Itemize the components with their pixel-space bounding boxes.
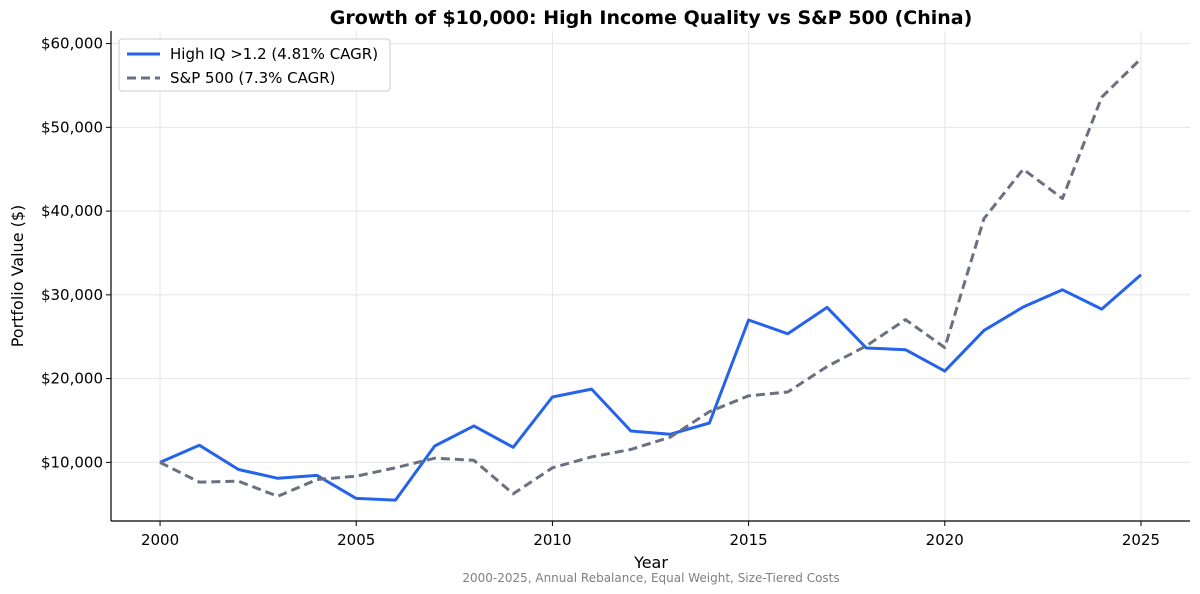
series-group	[159, 57, 1143, 502]
x-ticks: 2000 2005 2010 2015 2020 2025	[141, 521, 1160, 549]
y-tick-label: $50,000	[41, 118, 103, 136]
x-tick-label: 2005	[337, 531, 375, 549]
legend-label-2: S&P 500 (7.3% CAGR)	[170, 69, 336, 87]
x-tick-label: 2010	[533, 531, 571, 549]
chart-footnote: 2000-2025, Annual Rebalance, Equal Weigh…	[462, 571, 839, 585]
y-tick-label: $40,000	[41, 202, 103, 220]
x-tick-label: 2025	[1122, 531, 1160, 549]
series-line-2	[159, 57, 1143, 498]
legend: High IQ >1.2 (4.81% CAGR) S&P 500 (7.3% C…	[118, 38, 391, 92]
y-tick-label: $10,000	[41, 453, 103, 471]
y-tick-label: $20,000	[41, 370, 103, 388]
y-ticks: $10,000 $20,000 $30,000 $40,000 $50,000 $60,0…	[41, 35, 111, 471]
y-axis-label: Portfolio Value ($)	[8, 205, 27, 348]
axes	[110, 31, 1190, 522]
x-tick-label: 2015	[729, 531, 767, 549]
y-tick-label: $30,000	[41, 286, 103, 304]
legend-box	[118, 38, 391, 92]
x-tick-label: 2000	[141, 531, 179, 549]
grid	[111, 31, 1190, 521]
x-tick-label: 2020	[926, 531, 964, 549]
chart-title: Growth of $10,000: High Income Quality v…	[330, 7, 973, 29]
y-tick-label: $60,000	[41, 35, 103, 53]
legend-label-1: High IQ >1.2 (4.81% CAGR)	[170, 45, 378, 63]
series-line-1	[159, 273, 1142, 502]
x-axis-label: Year	[633, 553, 668, 572]
